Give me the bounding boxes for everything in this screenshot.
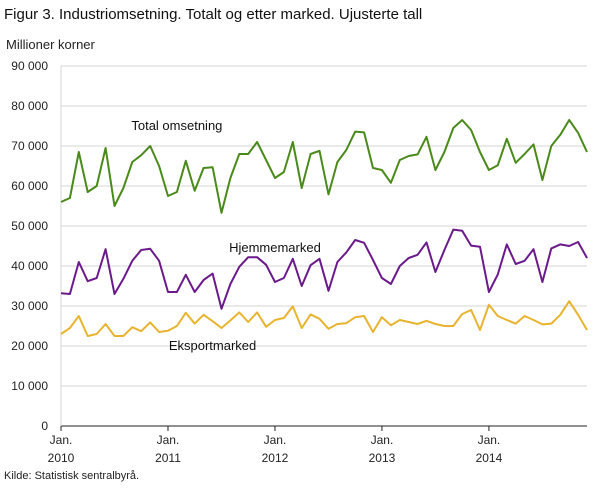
series-label-hjemmemarked: Hjemmemarked bbox=[229, 240, 321, 255]
y-tick-label: 0 bbox=[41, 419, 48, 433]
series-labels: Total omsetning Hjemmemarked Eksportmarked bbox=[131, 118, 320, 353]
series-label-total-omsetning: Total omsetning bbox=[131, 118, 222, 133]
x-tick-label-year: 2013 bbox=[369, 451, 396, 465]
y-tick-label: 70 000 bbox=[11, 139, 48, 153]
x-tick-label-month: Jan. bbox=[478, 433, 501, 447]
x-tick-label-month: Jan. bbox=[371, 433, 394, 447]
source-note: Kilde: Statistisk sentralbyrå. bbox=[4, 470, 140, 482]
series-lines bbox=[60, 119, 588, 337]
y-tick-label: 40 000 bbox=[11, 259, 48, 273]
x-tick-label-month: Jan. bbox=[50, 433, 73, 447]
x-tick-label-month: Jan. bbox=[157, 433, 180, 447]
x-tick-label-year: 2012 bbox=[262, 451, 289, 465]
y-tick-label: 50 000 bbox=[11, 219, 48, 233]
y-tick-label: 80 000 bbox=[11, 99, 48, 113]
series-line-total-omsetning bbox=[60, 119, 588, 214]
y-tick-label: 30 000 bbox=[11, 299, 48, 313]
x-tick-label-year: 2014 bbox=[476, 451, 503, 465]
y-tick-label: 90 000 bbox=[11, 59, 48, 73]
gridlines bbox=[60, 65, 587, 427]
chart-title: Figur 3. Industriomsetning. Totalt og et… bbox=[4, 6, 423, 23]
y-axis-unit-label: Millioner korner bbox=[6, 37, 95, 52]
y-tick-label: 60 000 bbox=[11, 179, 48, 193]
series-line-hjemmemarked bbox=[60, 228, 588, 310]
x-axis: Jan. 2010 Jan. 2011 Jan. 2012 Jan. 2013 Jan. 2014 bbox=[48, 426, 503, 465]
y-axis-tick-labels: 0 10 000 20 000 30 000 40 000 50 000 60 000 70 … bbox=[11, 59, 48, 433]
y-tick-label: 10 000 bbox=[11, 379, 48, 393]
series-label-eksportmarked: Eksportmarked bbox=[169, 338, 256, 353]
series-line-eksportmarked bbox=[60, 300, 588, 337]
x-tick-label-year: 2010 bbox=[48, 451, 75, 465]
x-tick-label-month: Jan. bbox=[264, 433, 287, 447]
x-tick-label-year: 2011 bbox=[155, 451, 181, 465]
y-tick-label: 20 000 bbox=[11, 339, 48, 353]
